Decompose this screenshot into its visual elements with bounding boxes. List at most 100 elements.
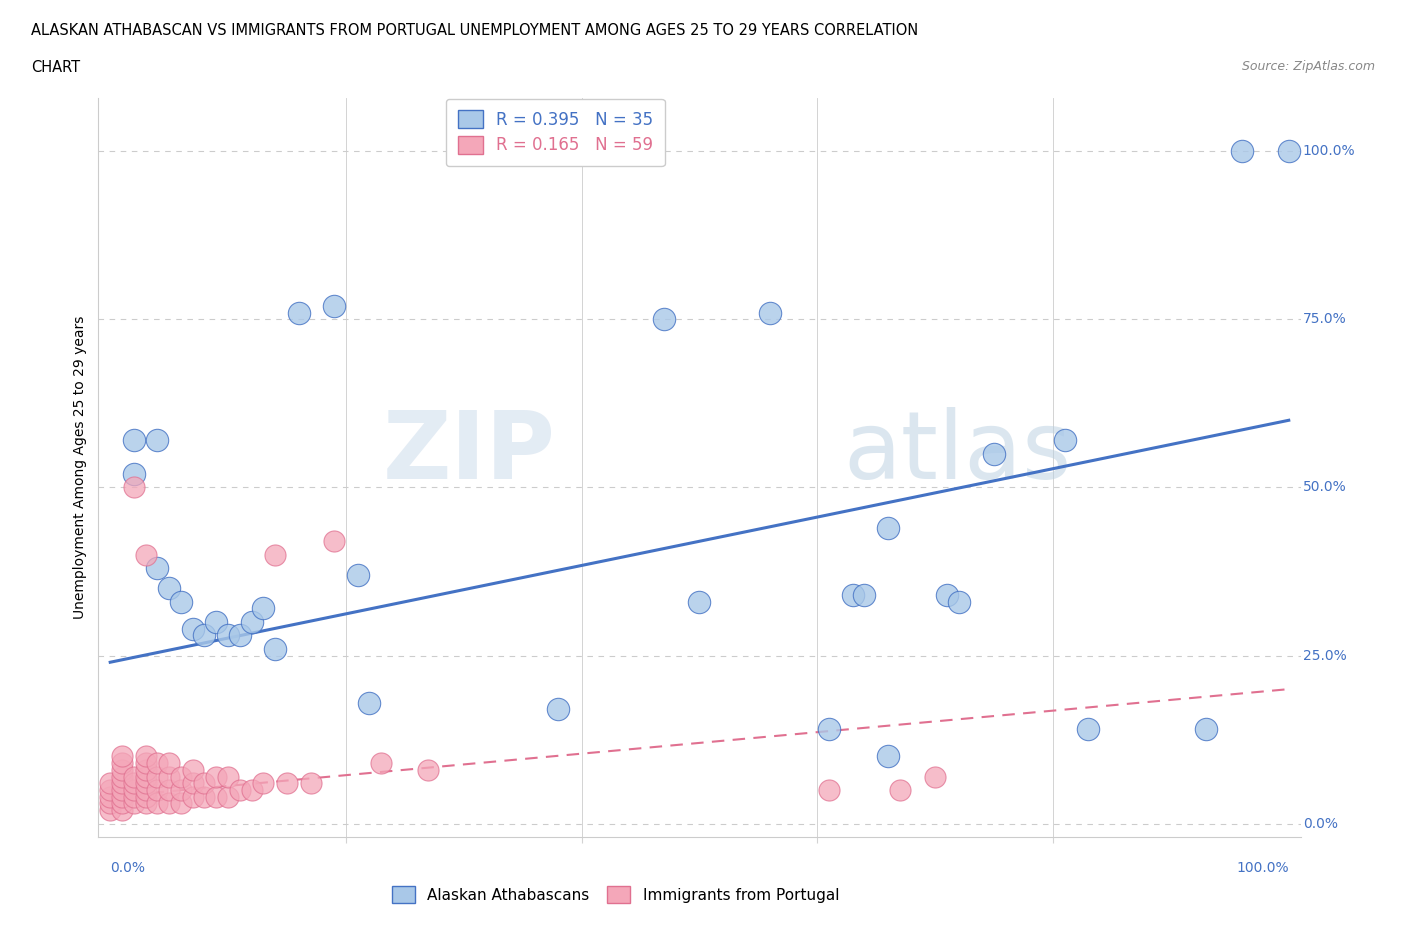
Point (135, 547, 157, 562)
Point (936, 588, 959, 603)
Point (122, 790, 145, 804)
Point (135, 790, 157, 804)
Point (122, 433, 145, 448)
Point (229, 628, 252, 643)
Point (689, 594, 711, 609)
Point (111, 763, 134, 777)
Point (181, 776, 204, 790)
Legend: Alaskan Athabascans, Immigrants from Portugal: Alaskan Athabascans, Immigrants from Por… (384, 879, 846, 910)
Point (547, 702, 569, 717)
Point (98, 790, 121, 804)
Point (122, 467, 145, 482)
Point (193, 628, 215, 643)
Text: ALASKAN ATHABASCAN VS IMMIGRANTS FROM PORTUGAL UNEMPLOYMENT AMONG AGES 25 TO 29 : ALASKAN ATHABASCAN VS IMMIGRANTS FROM PO… (31, 23, 918, 38)
Point (111, 796, 134, 811)
Point (652, 312, 675, 327)
Point (217, 628, 239, 643)
Point (193, 776, 215, 790)
Point (983, 446, 1005, 461)
Point (323, 299, 346, 313)
Point (111, 769, 134, 784)
Point (217, 769, 239, 784)
Text: 0.0%: 0.0% (1303, 817, 1339, 830)
Text: 100.0%: 100.0% (1303, 144, 1355, 158)
Point (418, 763, 440, 777)
Y-axis label: Unemployment Among Ages 25 to 29 years: Unemployment Among Ages 25 to 29 years (73, 315, 87, 619)
Point (111, 803, 134, 817)
Point (359, 695, 381, 710)
Text: atlas: atlas (844, 406, 1071, 498)
Point (111, 782, 134, 797)
Point (146, 561, 169, 576)
Point (818, 782, 841, 797)
Point (1053, 433, 1076, 448)
Point (170, 769, 193, 784)
Point (1278, 144, 1301, 159)
Point (146, 796, 169, 811)
Point (122, 776, 145, 790)
Text: 100.0%: 100.0% (1236, 860, 1289, 874)
Point (146, 755, 169, 770)
Point (111, 755, 134, 770)
Point (877, 749, 900, 764)
Point (135, 755, 157, 770)
Point (157, 796, 180, 811)
Text: 75.0%: 75.0% (1303, 312, 1347, 326)
Point (818, 722, 841, 737)
Point (98, 796, 121, 811)
Point (122, 782, 145, 797)
Point (135, 776, 157, 790)
Point (157, 755, 180, 770)
Point (889, 782, 911, 797)
Point (170, 782, 193, 797)
Point (122, 769, 145, 784)
Point (135, 796, 157, 811)
Point (157, 782, 180, 797)
Point (264, 547, 287, 562)
Point (877, 521, 900, 536)
Point (853, 588, 876, 603)
Point (346, 567, 368, 582)
Point (181, 763, 204, 777)
Point (98, 782, 121, 797)
Point (111, 790, 134, 804)
Point (135, 769, 157, 784)
Text: Source: ZipAtlas.com: Source: ZipAtlas.com (1241, 60, 1375, 73)
Point (135, 763, 157, 777)
Point (122, 796, 145, 811)
Point (135, 782, 157, 797)
Point (181, 621, 204, 636)
Point (146, 769, 169, 784)
Point (98, 803, 121, 817)
Text: ZIP: ZIP (382, 406, 555, 498)
Point (135, 749, 157, 764)
Point (370, 755, 392, 770)
Point (323, 534, 346, 549)
Point (1230, 144, 1253, 159)
Point (217, 790, 239, 804)
Point (111, 776, 134, 790)
Point (122, 480, 145, 495)
Point (181, 790, 204, 804)
Point (841, 588, 863, 603)
Point (205, 790, 228, 804)
Point (146, 433, 169, 448)
Text: 50.0%: 50.0% (1303, 481, 1347, 495)
Point (229, 782, 252, 797)
Text: 25.0%: 25.0% (1303, 648, 1347, 662)
Point (252, 776, 274, 790)
Point (205, 769, 228, 784)
Point (170, 594, 193, 609)
Point (240, 782, 263, 797)
Point (252, 601, 274, 616)
Point (299, 776, 322, 790)
Point (1195, 722, 1218, 737)
Point (759, 305, 782, 320)
Point (264, 642, 287, 657)
Point (287, 305, 309, 320)
Point (193, 790, 215, 804)
Point (157, 581, 180, 596)
Point (170, 796, 193, 811)
Point (111, 749, 134, 764)
Text: CHART: CHART (31, 60, 80, 75)
